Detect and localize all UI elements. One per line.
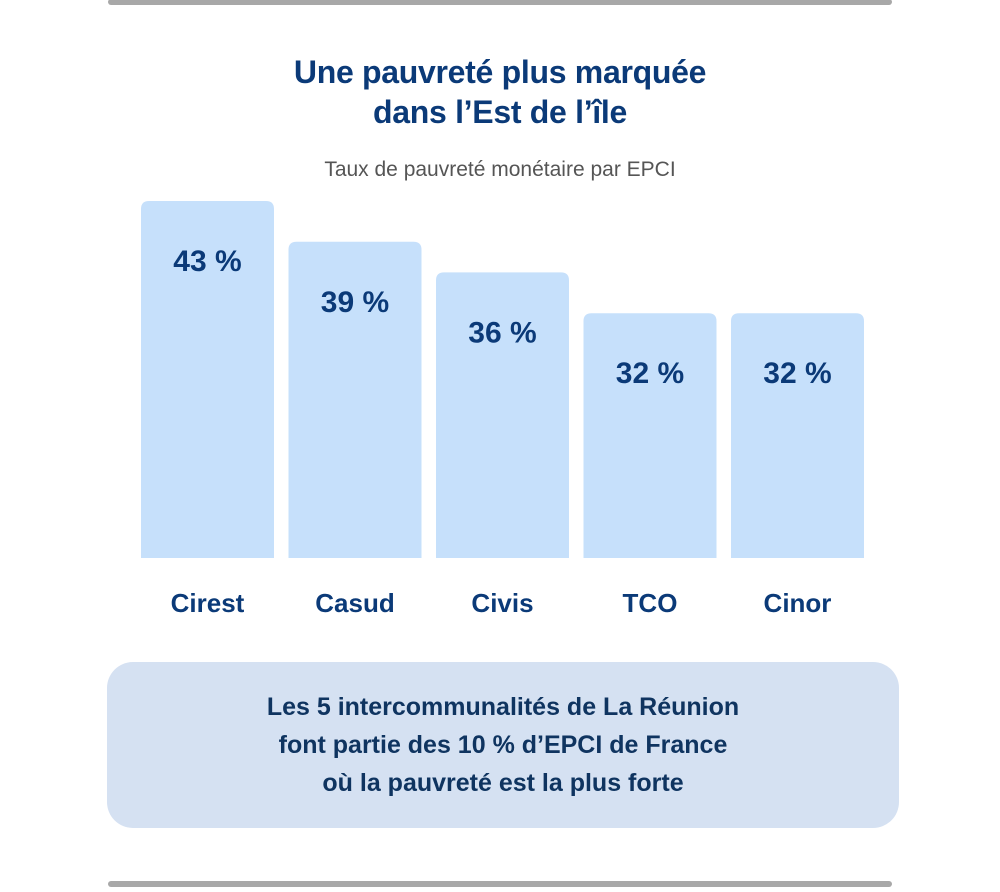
bar-cirest [141,201,274,558]
value-label-casud: 39 % [321,286,389,319]
chart-title: Une pauvreté plus marquée dans l’Est de … [0,52,1000,132]
bar-casud [288,241,422,558]
title-line-1: Une pauvreté plus marquée [293,54,707,90]
bottom-divider [108,881,892,887]
category-label-civis: Civis [471,588,533,618]
bar-civis [436,272,569,558]
value-label-cirest: 43 % [173,245,241,278]
bar-group-cirest: 43 % Cirest [141,201,274,618]
note-line-3: où la pauvreté est la plus forte [322,769,684,797]
bar-cinor [731,313,864,558]
value-label-tco: 32 % [616,357,684,390]
category-label-cirest: Cirest [171,588,245,618]
value-label-civis: 36 % [468,316,536,349]
note-line-1: Les 5 intercommunalités de La Réunion [266,693,740,721]
value-label-cinor: 32 % [763,357,831,390]
top-divider [108,0,892,5]
info-note: Les 5 intercommunalités de La Réunion fo… [107,662,899,828]
category-label-tco: TCO [623,588,678,618]
bar-group-tco: 32 % TCO [583,313,717,618]
title-line-2: dans l’Est de l’île [373,94,627,130]
bar-chart: 43 % Cirest 39 % Casud 36 % Civis 32 % TCO 32 % C… [141,201,864,618]
bar-group-casud: 39 % Casud [288,241,422,618]
category-label-casud: Casud [315,588,394,618]
bar-group-cinor: 32 % Cinor [731,313,864,618]
chart-subtitle: Taux de pauvreté monétaire par EPCI [324,158,676,181]
bar-tco [583,313,717,558]
category-label-cinor: Cinor [764,588,832,618]
bar-group-civis: 36 % Civis [436,272,569,618]
note-line-2: font partie des 10 % d’EPCI de France [278,731,728,759]
